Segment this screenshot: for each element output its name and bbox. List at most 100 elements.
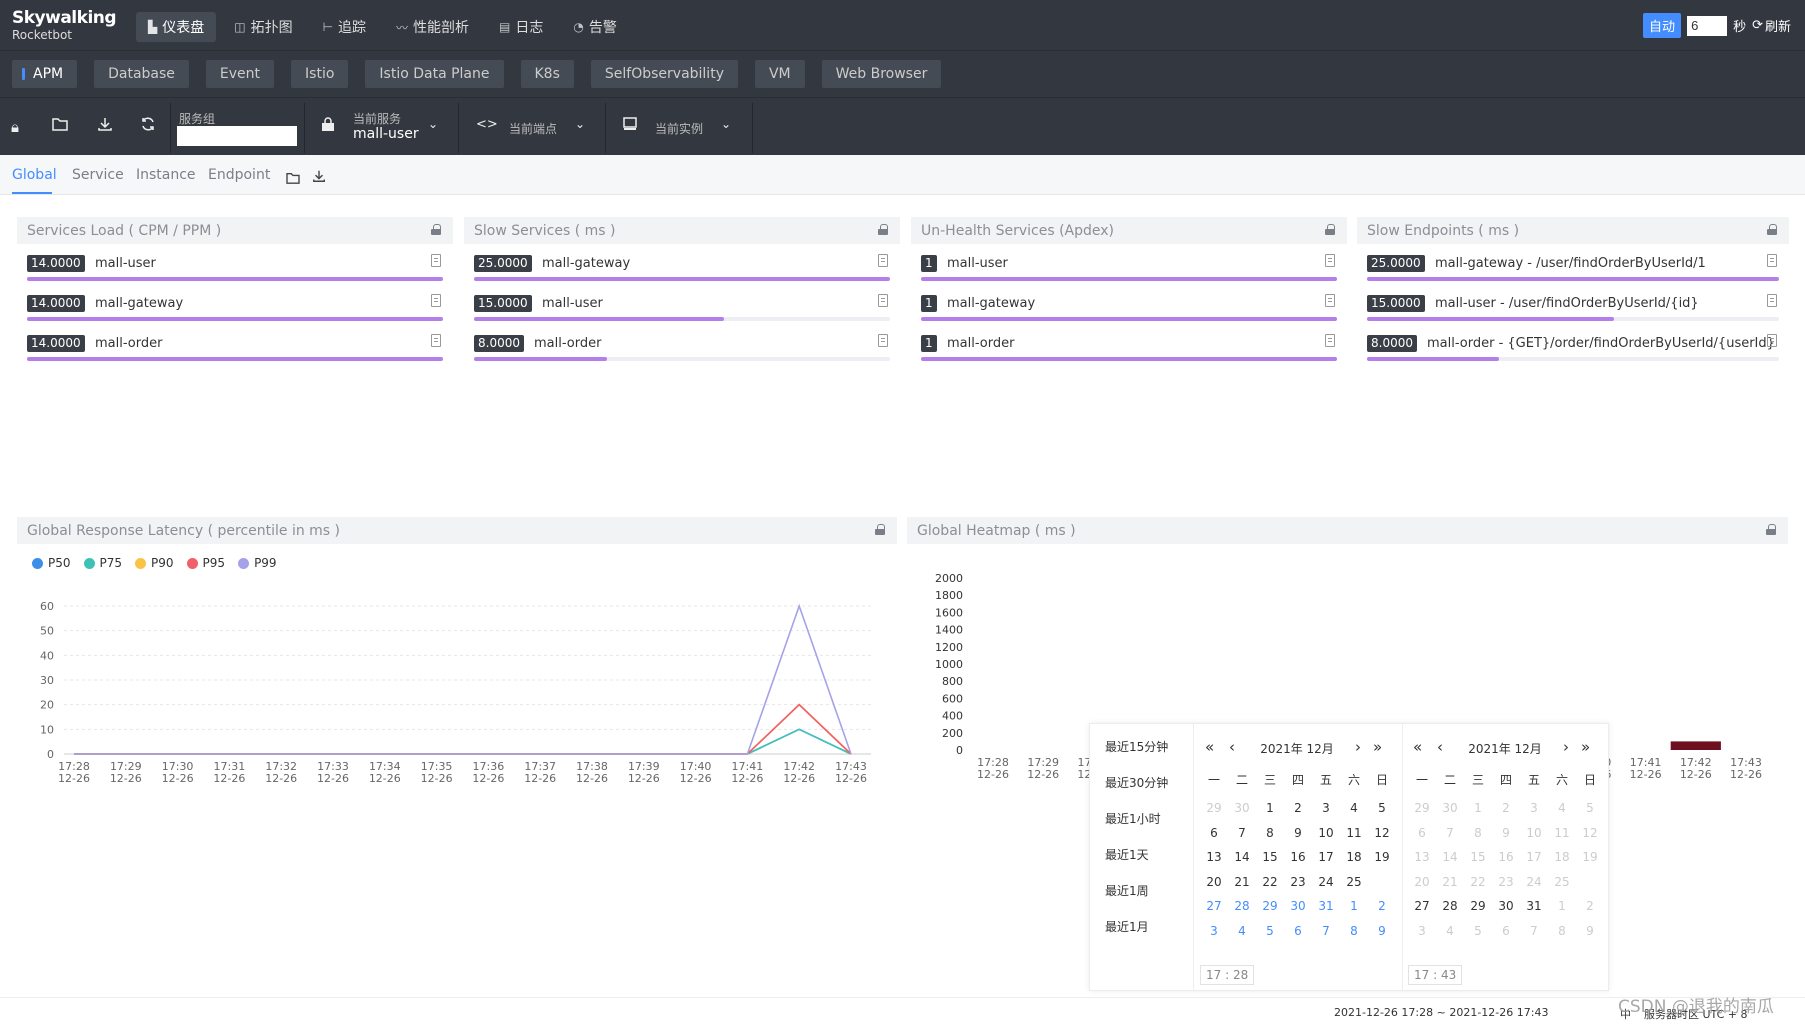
calendar-day[interactable]: 5 [1368,796,1396,820]
calendar-day[interactable]: 2 [1284,796,1312,820]
list-item[interactable]: 25.0000 mall-gateway - /user/findOrderByU… [1367,244,1779,284]
nav-profile[interactable]: 〰性能剖析 [384,12,481,42]
layer-tab-istio[interactable]: Istio [291,60,349,88]
calendar-day[interactable]: 6 [1492,919,1520,943]
list-item[interactable]: 14.0000 mall-order [27,324,443,364]
shortcut-item[interactable]: 最近1天 [1105,848,1149,862]
clipboard-icon[interactable] [1325,294,1335,307]
legend-item[interactable]: P90 [135,556,174,570]
list-item[interactable]: 15.0000 mall-user [474,284,890,324]
calendar-day[interactable]: 14 [1228,845,1256,869]
lock-icon[interactable]: 🔒︎ [11,118,19,136]
calendar-day[interactable]: 3 [1520,796,1548,820]
nav-topology[interactable]: ◫ 拓扑图 [222,12,304,42]
layer-tab-event[interactable]: Event [205,60,275,88]
calendar-day[interactable]: 6 [1284,919,1312,943]
calendar-day[interactable]: 17 [1520,845,1548,869]
calendar-day[interactable]: 3 [1200,919,1228,943]
chevron-right-icon[interactable]: › [1563,738,1569,756]
layer-tab-selfobservability[interactable]: SelfObservability [590,60,738,88]
calendar-day[interactable]: 9 [1284,821,1312,845]
legend-item[interactable]: P75 [83,556,122,570]
list-item[interactable]: 1 mall-user [921,244,1337,284]
calendar-day[interactable]: 8 [1548,919,1576,943]
calendar-day[interactable]: 21 [1228,870,1256,894]
folder-icon[interactable] [286,169,300,188]
shortcut-item[interactable]: 最近15分钟 [1105,740,1169,754]
logo[interactable]: Skywalking Rocketbot [12,10,117,42]
calendar-day[interactable]: 23 [1492,870,1520,894]
calendar-day[interactable]: 18 [1340,845,1368,869]
calendar-day[interactable]: 1 [1256,796,1284,820]
calendar-day[interactable]: 19 [1576,845,1604,869]
calendar-day[interactable]: 4 [1340,796,1368,820]
calendar-day[interactable]: 4 [1228,919,1256,943]
calendar-day[interactable]: 1 [1464,796,1492,820]
calendar-day[interactable]: 6 [1200,821,1228,845]
calendar-day[interactable]: 26 [1576,868,1604,895]
calendar-day[interactable]: 16 [1492,845,1520,869]
legend-item[interactable]: P50 [32,556,71,570]
calendar-day[interactable]: 7 [1520,919,1548,943]
calendar-day[interactable]: 29 [1464,894,1492,918]
clipboard-icon[interactable] [1325,334,1335,347]
list-item[interactable]: 14.0000 mall-user [27,244,443,284]
double-chevron-right-icon[interactable]: » [1581,738,1591,756]
calendar-day[interactable]: 3 [1312,796,1340,820]
calendar-day[interactable]: 21 [1436,870,1464,894]
calendar-day[interactable]: 9 [1368,919,1396,943]
calendar-day[interactable]: 3 [1408,919,1436,943]
calendar-day[interactable]: 2 [1368,894,1396,918]
tab-endpoint[interactable]: Endpoint [208,167,271,183]
clipboard-icon[interactable] [1767,294,1777,307]
calendar-day[interactable]: 10 [1520,821,1548,845]
calendar-day[interactable]: 30 [1436,796,1464,820]
calendar-day[interactable]: 5 [1576,796,1604,820]
calendar-day[interactable]: 25 [1548,870,1576,894]
double-chevron-left-icon[interactable]: « [1205,738,1215,756]
list-item[interactable]: 8.0000 mall-order [474,324,890,364]
lock-icon[interactable] [1325,224,1335,235]
calendar-day[interactable]: 23 [1284,870,1312,894]
nav-log[interactable]: ▤ 日志 [487,12,555,42]
calendar-day[interactable]: 20 [1200,870,1228,894]
time-range-display[interactable]: 2021-12-26 17:28 ~ 2021-12-26 17:43 [1334,1006,1549,1019]
calendar-day[interactable]: 13 [1408,845,1436,869]
folder-icon[interactable] [52,117,68,135]
calendar-day[interactable]: 9 [1492,821,1520,845]
calendar-day[interactable]: 8 [1464,821,1492,845]
layer-tab-istio-data-plane[interactable]: Istio Data Plane [365,60,504,88]
calendar-day[interactable]: 9 [1576,919,1604,943]
calendar-day[interactable]: 26 [1368,868,1396,895]
layer-tab-k8s[interactable]: K8s [520,60,574,88]
service-group-input[interactable] [177,126,297,146]
calendar-day[interactable]: 29 [1256,894,1284,918]
calendar-day[interactable]: 30 [1284,894,1312,918]
calendar-day[interactable]: 2 [1576,894,1604,918]
calendar-day[interactable]: 24 [1312,870,1340,894]
calendar-day[interactable]: 12 [1576,821,1604,845]
shortcut-item[interactable]: 最近1周 [1105,884,1149,898]
calendar-day[interactable]: 22 [1464,870,1492,894]
clipboard-icon[interactable] [431,254,441,267]
shortcut-item[interactable]: 最近1月 [1105,920,1149,934]
calendar-day[interactable]: 5 [1464,919,1492,943]
list-item[interactable]: 15.0000 mall-user - /user/findOrderByUser… [1367,284,1779,324]
chevron-left-icon[interactable]: ‹ [1229,738,1235,756]
calendar-day[interactable]: 20 [1408,870,1436,894]
tab-instance[interactable]: Instance [136,167,196,183]
layer-tab-vm[interactable]: VM [754,60,805,88]
tab-service[interactable]: Service [72,167,124,183]
calendar-day[interactable]: 19 [1368,845,1396,869]
clipboard-icon[interactable] [878,334,888,347]
clipboard-icon[interactable] [1767,254,1777,267]
calendar-day[interactable]: 18 [1548,845,1576,869]
calendar-day[interactable]: 2 [1492,796,1520,820]
calendar-day[interactable]: 7 [1228,821,1256,845]
calendar-day[interactable]: 30 [1228,796,1256,820]
calendar-day[interactable]: 31 [1312,894,1340,918]
download-icon[interactable] [97,116,113,136]
calendar-day[interactable]: 22 [1256,870,1284,894]
calendar-day[interactable]: 28 [1436,894,1464,918]
calendar-day[interactable]: 27 [1408,894,1436,918]
